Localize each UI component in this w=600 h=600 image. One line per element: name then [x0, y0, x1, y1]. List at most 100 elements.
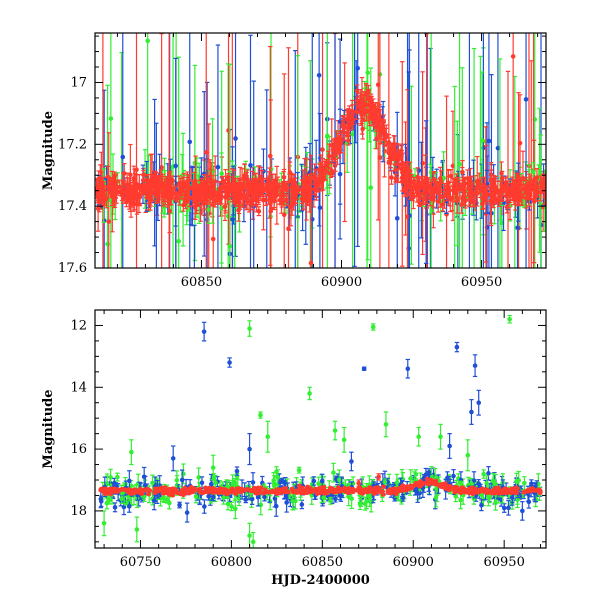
data-point — [120, 33, 126, 268]
point-marker — [510, 54, 516, 59]
point-marker — [427, 184, 433, 190]
data-point — [350, 33, 355, 268]
data-point — [320, 33, 325, 268]
data-point — [459, 195, 464, 214]
data-point — [108, 33, 114, 268]
data-point — [523, 179, 529, 199]
point-marker — [145, 38, 150, 44]
point-marker — [425, 279, 430, 284]
point-marker — [366, 95, 371, 101]
point-marker — [309, 176, 314, 181]
point-marker — [490, 199, 496, 205]
data-point — [486, 33, 492, 268]
point-marker — [389, 175, 394, 180]
point-marker — [104, 196, 109, 202]
point-marker — [457, 161, 462, 167]
point-marker — [393, 167, 398, 172]
data-point — [354, 84, 360, 98]
point-marker — [251, 195, 256, 201]
point-marker — [270, 180, 276, 186]
point-marker — [317, 205, 323, 211]
point-marker — [106, 219, 112, 224]
point-marker — [248, 162, 253, 168]
point-marker — [436, 186, 441, 191]
data-point — [152, 179, 157, 195]
data-point — [159, 33, 164, 268]
point-marker — [374, 136, 379, 142]
point-marker — [538, 268, 543, 273]
data-point — [431, 187, 437, 198]
data-point — [436, 181, 441, 195]
point-marker — [394, 216, 400, 221]
data-point — [484, 185, 490, 202]
data-point — [187, 33, 193, 268]
point-marker — [367, 108, 373, 114]
point-marker — [517, 140, 523, 146]
data-point — [269, 185, 275, 196]
point-marker — [233, 136, 238, 141]
data-point — [192, 224, 197, 268]
data-point — [515, 175, 521, 188]
point-marker — [325, 133, 330, 138]
data-point — [405, 167, 411, 183]
point-marker — [284, 198, 289, 203]
data-point — [227, 63, 233, 268]
point-marker — [241, 193, 246, 198]
point-marker — [427, 195, 433, 201]
data-point — [465, 169, 470, 188]
data-point — [173, 57, 179, 268]
data-point — [317, 112, 323, 268]
data-point — [267, 45, 273, 266]
point-marker — [210, 236, 216, 242]
point-marker — [355, 65, 360, 71]
point-marker — [504, 194, 509, 199]
point-marker — [515, 225, 520, 231]
data-point — [266, 171, 272, 193]
point-marker — [334, 144, 339, 150]
point-marker — [289, 200, 295, 206]
point-marker — [448, 173, 454, 179]
data-point — [365, 33, 371, 261]
point-marker — [444, 190, 450, 196]
point-marker — [523, 97, 529, 102]
point-marker — [454, 194, 460, 200]
data-point — [364, 33, 370, 268]
point-marker — [105, 174, 111, 180]
point-marker — [159, 165, 164, 170]
data-point — [454, 192, 460, 202]
data-point — [244, 175, 250, 184]
data-point — [355, 33, 360, 248]
data-point — [106, 132, 112, 268]
point-marker — [308, 260, 314, 266]
point-marker — [121, 171, 127, 176]
point-marker — [375, 82, 381, 88]
data-point — [340, 114, 346, 132]
point-marker — [378, 129, 384, 135]
data-point — [517, 94, 523, 193]
point-marker — [515, 179, 521, 185]
point-marker — [108, 116, 114, 121]
point-marker — [244, 177, 250, 182]
point-marker — [320, 147, 325, 152]
data-point — [330, 169, 335, 178]
point-marker — [383, 134, 389, 140]
data-point — [427, 189, 433, 207]
data-point — [248, 34, 253, 268]
point-marker — [264, 184, 270, 190]
point-marker — [296, 187, 301, 193]
data-point — [325, 33, 330, 268]
data-point — [394, 111, 400, 268]
point-marker — [266, 179, 272, 184]
point-marker — [316, 72, 322, 78]
point-marker — [242, 173, 247, 178]
point-marker — [354, 88, 360, 94]
data-point — [101, 195, 106, 206]
point-marker — [155, 181, 160, 187]
point-marker — [290, 187, 296, 193]
point-marker — [215, 164, 221, 170]
point-marker — [530, 169, 536, 175]
point-marker — [431, 190, 437, 195]
data-point — [264, 178, 270, 197]
point-marker — [300, 178, 306, 184]
